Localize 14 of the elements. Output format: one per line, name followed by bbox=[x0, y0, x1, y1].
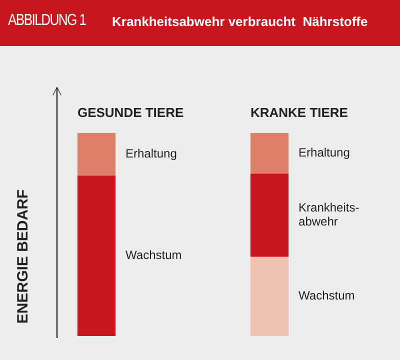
text: Erhaltung bbox=[298, 146, 350, 160]
series-label: Wachstum bbox=[126, 248, 182, 262]
bar bbox=[250, 174, 289, 257]
bar bbox=[77, 133, 116, 176]
x-tick-label: KRANKE TIERE bbox=[250, 105, 348, 120]
chart-subtitle: ABBILDUNG 1 bbox=[8, 12, 86, 30]
chart-title: Krankheitsabwehr verbraucht Nährstoffe bbox=[112, 14, 368, 29]
text: Wachstum bbox=[298, 288, 355, 303]
x-tick-label: GESUNDE TIERE bbox=[77, 105, 184, 120]
bar bbox=[250, 133, 289, 174]
series-label: Erhaltung bbox=[126, 146, 177, 161]
series-label: Krankheits-abwehr bbox=[298, 200, 360, 229]
y-axis-title: ENERGIE BEDARF bbox=[14, 188, 32, 326]
bar bbox=[250, 256, 289, 336]
